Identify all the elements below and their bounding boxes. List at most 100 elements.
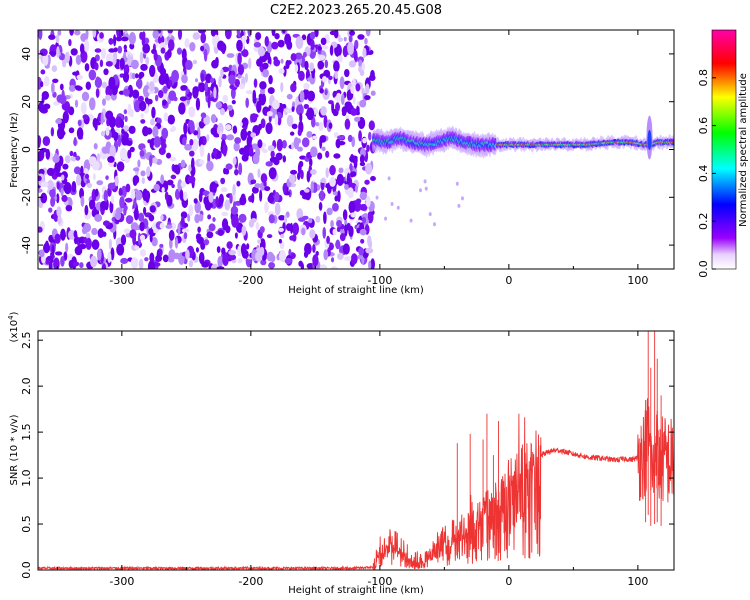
noise-speck — [177, 223, 181, 236]
noise-speck — [139, 234, 146, 241]
noise-speck — [198, 30, 206, 34]
noise-speck — [220, 68, 224, 78]
noise-speck — [339, 233, 346, 242]
noise-speck — [259, 246, 265, 256]
noise-speck — [94, 214, 103, 222]
noise-speck — [203, 239, 210, 246]
noise-speck — [80, 102, 87, 115]
noise-speck — [299, 90, 305, 103]
noise-speck — [151, 157, 158, 164]
noise-speck — [180, 159, 186, 168]
noise-speck — [364, 95, 371, 101]
noise-speck — [182, 136, 187, 146]
noise-speck — [145, 56, 150, 66]
noise-speck — [309, 158, 313, 167]
noise-speck — [234, 169, 239, 176]
noise-speck — [274, 202, 281, 216]
noise-speck — [184, 143, 192, 151]
noise-speck — [344, 118, 351, 130]
x-tick-label: -100 — [367, 274, 392, 287]
noise-speck — [83, 223, 92, 233]
noise-speck — [288, 174, 296, 184]
noise-speck — [124, 115, 128, 123]
noise-speck — [323, 249, 329, 261]
x-tick-label: 100 — [627, 575, 648, 588]
noise-speck — [138, 73, 144, 79]
noise-speck — [121, 134, 129, 146]
noise-speck — [284, 33, 292, 46]
noise-speck — [319, 134, 327, 143]
noise-speck — [370, 176, 376, 182]
noise-speck — [265, 161, 273, 167]
noise-speck — [323, 211, 327, 224]
noise-speck — [127, 149, 132, 159]
noise-speck — [368, 260, 372, 269]
noise-speck — [330, 257, 335, 263]
noise-speck — [94, 62, 99, 71]
noise-speck — [52, 78, 59, 84]
noise-speck — [263, 180, 267, 187]
noise-speck — [55, 118, 62, 125]
noise-speck — [167, 30, 173, 34]
noise-speck — [183, 191, 188, 201]
y-tick-label: -20 — [20, 188, 33, 206]
noise-speck — [250, 113, 259, 119]
noise-speck — [424, 186, 428, 191]
noise-speck — [270, 150, 275, 159]
noise-speck — [232, 157, 237, 166]
noise-speck — [80, 165, 84, 176]
noise-speck — [215, 56, 219, 66]
noise-speck — [217, 256, 223, 268]
noise-speck — [257, 139, 263, 149]
noise-speck — [39, 48, 48, 57]
noise-speck — [238, 162, 243, 176]
noise-speck — [40, 107, 48, 114]
noise-speck — [180, 215, 185, 227]
noise-speck — [81, 91, 90, 102]
noise-speck — [366, 144, 370, 152]
noise-speck — [368, 131, 372, 141]
noise-speck — [256, 58, 263, 67]
noise-speck — [197, 226, 201, 233]
noise-speck — [132, 167, 140, 172]
noise-speck — [170, 174, 177, 180]
noise-speck — [460, 196, 464, 201]
noise-speck — [278, 250, 286, 263]
noise-speck — [130, 188, 136, 202]
noise-speck — [206, 202, 213, 209]
noise-speck — [282, 182, 287, 195]
noise-speck — [188, 204, 194, 217]
noise-speck — [84, 204, 89, 216]
noise-speck — [105, 175, 109, 180]
noise-speck — [71, 180, 77, 193]
noise-speck — [160, 67, 167, 77]
noise-speck — [159, 243, 164, 248]
noise-speck — [96, 153, 101, 162]
noise-speck — [390, 201, 394, 206]
noise-speck — [307, 90, 316, 102]
noise-speck — [255, 32, 262, 41]
noise-speck — [221, 247, 226, 255]
noise-speck — [189, 122, 195, 134]
noise-speck — [355, 198, 362, 204]
noise-speck — [181, 228, 190, 233]
noise-speck — [198, 159, 205, 165]
noise-speck — [108, 238, 113, 250]
noise-speck — [198, 251, 205, 265]
noise-speck — [334, 60, 339, 71]
noise-speck — [352, 78, 356, 87]
noise-speck — [362, 47, 367, 59]
noise-speck — [237, 52, 242, 66]
noise-speck — [43, 242, 51, 254]
noise-speck — [251, 186, 259, 194]
noise-speck — [322, 226, 327, 239]
noise-speck — [365, 247, 374, 254]
noise-speck — [142, 85, 151, 98]
noise-speck — [105, 60, 113, 67]
noise-speck — [306, 131, 313, 138]
noise-speck — [264, 35, 270, 47]
noise-speck — [198, 213, 204, 222]
noise-speck — [353, 201, 362, 212]
noise-speck — [257, 239, 262, 244]
